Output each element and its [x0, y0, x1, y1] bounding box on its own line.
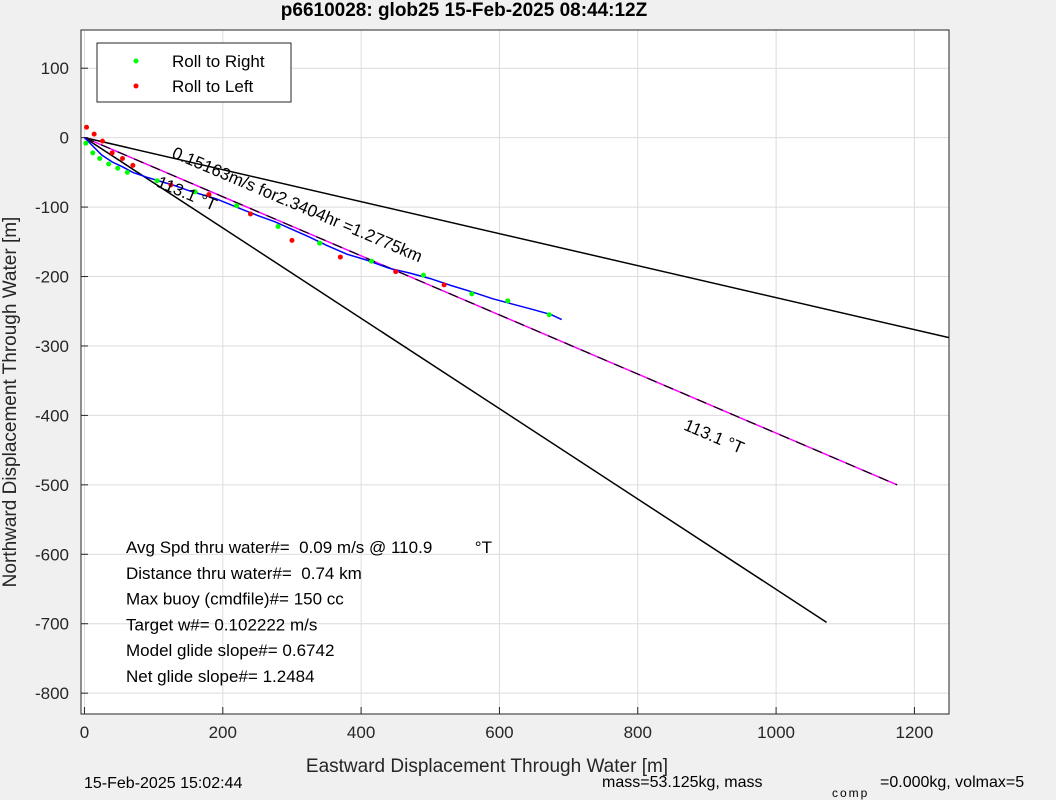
y-tick-label: -700	[35, 615, 69, 634]
roll-left-point	[168, 182, 174, 188]
legend: Roll to Right Roll to Left	[96, 42, 292, 103]
y-tick-label: -500	[35, 476, 69, 495]
y-tick-label: -600	[35, 545, 69, 564]
y-tick-label: -100	[35, 198, 69, 217]
stats-block: Avg Spd thru water#= 0.09 m/s @ 110.9 °T…	[126, 538, 492, 686]
y-tick-label: -200	[35, 268, 69, 287]
roll-right-point	[546, 312, 552, 318]
legend-box	[96, 42, 292, 103]
roll-right-point	[234, 203, 240, 209]
roll-left-point	[441, 282, 447, 288]
roll-right-point	[115, 165, 121, 171]
roll-left-point	[289, 237, 295, 243]
legend-marker	[133, 58, 139, 64]
roll-right-point	[420, 272, 426, 278]
roll-right-point	[90, 150, 96, 156]
roll-left-point	[247, 211, 253, 217]
footer-mass: mass=53.125kg, mass	[602, 774, 763, 791]
x-tick-label: 200	[209, 723, 237, 742]
y-tick-label: -400	[35, 406, 69, 425]
y-tick-label: 0	[60, 129, 69, 148]
roll-left-point	[119, 155, 125, 161]
roll-left-point	[393, 269, 399, 275]
roll-right-point	[505, 298, 511, 304]
footer-mass-subscript: comp	[832, 786, 869, 800]
stat-line: Max buoy (cmdfile)#= 150 cc	[126, 590, 344, 609]
chart-title: p6610028: glob25 15-Feb-2025 08:44:12Z	[281, 0, 648, 21]
legend-label: Roll to Left	[172, 77, 254, 96]
roll-left-point	[130, 162, 136, 168]
roll-right-point	[97, 155, 103, 161]
stat-line: Avg Spd thru water#= 0.09 m/s @ 110.9 °T	[126, 538, 492, 557]
roll-right-point	[275, 224, 281, 230]
x-tick-label: 0	[80, 723, 89, 742]
footer-mass-rest: =0.000kg, volmax=5	[880, 774, 1024, 791]
footer-date: 15-Feb-2025 15:02:44	[84, 775, 242, 792]
roll-left-point	[84, 124, 90, 130]
roll-right-point	[317, 240, 323, 246]
stat-line: Model glide slope#= 0.6742	[126, 641, 334, 660]
stat-line: Net glide slope#= 1.2484	[126, 667, 315, 686]
x-tick-label: 1000	[757, 723, 795, 742]
grid	[81, 30, 949, 714]
y-tick-label: 100	[41, 59, 69, 78]
series-layer	[83, 124, 950, 623]
legend-marker	[133, 83, 139, 89]
roll-right-point	[469, 291, 475, 297]
plot-area	[81, 30, 949, 714]
stat-line: Target w#= 0.102222 m/s	[126, 615, 317, 634]
y-tick-label: -800	[35, 684, 69, 703]
x-tick-label: 600	[485, 723, 513, 742]
heading-line	[84, 136, 950, 339]
stat-line: Distance thru water#= 0.74 km	[126, 564, 362, 583]
footer-mass-main: mass=53.125kg, mass	[602, 774, 763, 791]
y-tick-label: -300	[35, 337, 69, 356]
roll-right-point	[124, 169, 130, 175]
y-axis-label: Northward Displacement Through Water [m]	[0, 217, 21, 588]
dashed-heading-line	[84, 137, 898, 486]
roll-right-point	[192, 189, 198, 195]
x-tick-label: 800	[624, 723, 652, 742]
x-axis-label: Eastward Displacement Through Water [m]	[306, 756, 668, 777]
roll-right-point	[106, 161, 112, 167]
legend-label: Roll to Right	[172, 52, 265, 71]
roll-left-point	[91, 131, 97, 137]
roll-left-point	[206, 192, 212, 198]
roll-right-point	[154, 178, 160, 184]
roll-right-point	[368, 258, 374, 264]
x-tick-label: 400	[347, 723, 375, 742]
heading-line	[84, 137, 827, 623]
roll-left-point	[99, 138, 105, 144]
roll-left-point	[337, 254, 343, 260]
roll-left-point	[109, 150, 115, 156]
axes-frame	[80, 29, 950, 715]
roll-right-point	[83, 140, 89, 146]
tick-labels: 0 200 400 600 800 1000 12001000-100-200-300-40…	[35, 59, 933, 742]
x-tick-label: 1200	[896, 723, 934, 742]
